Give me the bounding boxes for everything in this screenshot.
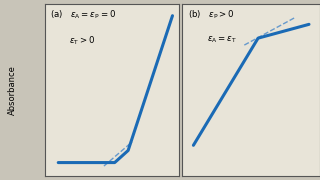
- Text: (a)   $\varepsilon_{\mathrm{A}} = \varepsilon_{\mathrm{P}} = 0$: (a) $\varepsilon_{\mathrm{A}} = \varepsi…: [50, 9, 116, 21]
- Text: $\varepsilon_{\mathrm{A}} = \varepsilon_{\mathrm{T}}$: $\varepsilon_{\mathrm{A}} = \varepsilon_…: [188, 35, 237, 45]
- Text: Absorbance: Absorbance: [8, 65, 17, 115]
- Text: (b)   $\varepsilon_{\mathrm{P}} > 0$: (b) $\varepsilon_{\mathrm{P}} > 0$: [188, 9, 235, 21]
- Text: $\varepsilon_{\mathrm{T}} > 0$: $\varepsilon_{\mathrm{T}} > 0$: [50, 35, 95, 47]
